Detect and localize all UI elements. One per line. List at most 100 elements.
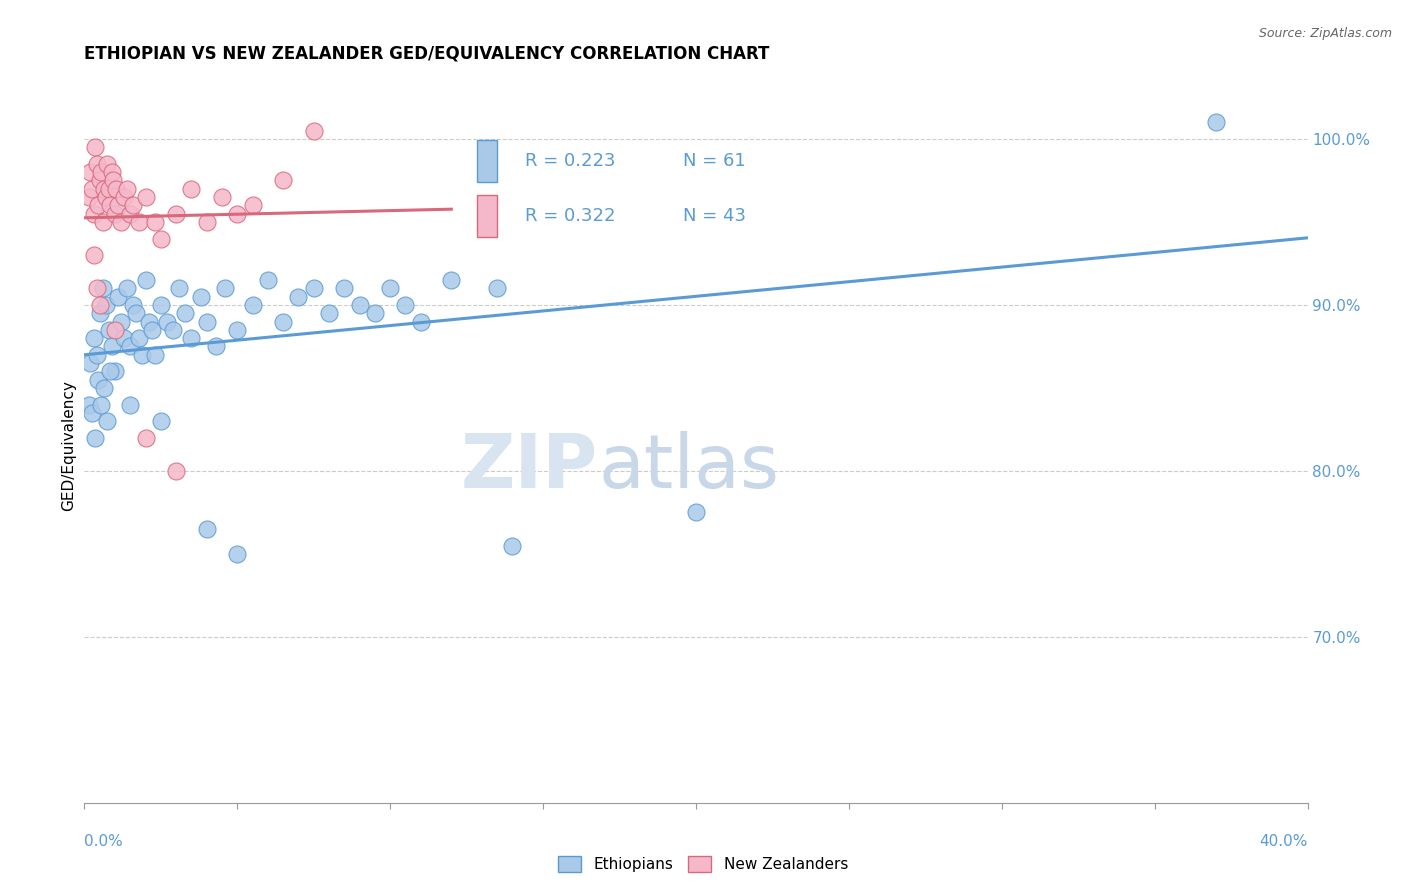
Text: 40.0%: 40.0% [1260, 834, 1308, 849]
Text: ZIP: ZIP [461, 431, 598, 504]
Point [96, 414, 118, 428]
Point [94, 190, 117, 204]
Point [86, 348, 108, 362]
Point [205, 339, 228, 353]
Point [91, 281, 114, 295]
Point [107, 290, 129, 304]
Point [97, 182, 120, 196]
Point [409, 314, 432, 328]
Point [98, 364, 121, 378]
Point [93, 381, 115, 395]
Point [112, 190, 135, 204]
Point [271, 314, 294, 328]
Point [141, 323, 163, 337]
Point [242, 298, 264, 312]
Point [128, 331, 150, 345]
Point [105, 182, 128, 196]
Point [79, 165, 101, 179]
Point [685, 505, 707, 519]
Point [349, 298, 371, 312]
Point [174, 306, 197, 320]
Point [91, 215, 114, 229]
Point [79, 356, 101, 370]
Point [138, 314, 160, 328]
Point [440, 273, 463, 287]
Point [190, 290, 212, 304]
Point [149, 231, 172, 245]
Point [90, 397, 112, 411]
Point [104, 323, 127, 337]
Point [180, 182, 202, 196]
Point [87, 373, 110, 387]
Point [120, 207, 142, 221]
Point [287, 290, 309, 304]
Point [77, 190, 100, 204]
Point [394, 298, 416, 312]
Text: Source: ZipAtlas.com: Source: ZipAtlas.com [1258, 27, 1392, 40]
Point [94, 298, 117, 312]
Point [242, 198, 264, 212]
Point [80, 182, 103, 196]
Point [83, 207, 105, 221]
Point [120, 339, 142, 353]
Point [143, 348, 166, 362]
Point [486, 281, 509, 295]
Point [84, 140, 107, 154]
Point [90, 165, 112, 179]
Point [226, 547, 249, 561]
Point [115, 182, 138, 196]
Point [167, 281, 190, 295]
Point [125, 306, 148, 320]
Point [502, 539, 524, 553]
Point [87, 198, 110, 212]
Point [98, 198, 121, 212]
Point [162, 323, 184, 337]
Point [165, 207, 187, 221]
Point [101, 339, 124, 353]
Point [122, 298, 145, 312]
Point [80, 406, 103, 420]
Point [101, 165, 124, 179]
Point [104, 207, 127, 221]
Point [333, 281, 356, 295]
Point [143, 215, 166, 229]
Point [156, 314, 179, 328]
Point [135, 431, 157, 445]
Point [83, 331, 105, 345]
Point [97, 323, 120, 337]
Point [214, 281, 236, 295]
Point [257, 273, 280, 287]
Point [110, 314, 132, 328]
Point [103, 173, 125, 187]
Point [122, 198, 145, 212]
Point [195, 522, 218, 536]
Point [211, 190, 233, 204]
Point [120, 397, 142, 411]
Point [86, 157, 108, 171]
Point [86, 281, 108, 295]
Point [226, 323, 249, 337]
Point [89, 298, 111, 312]
Point [89, 306, 111, 320]
Point [195, 314, 218, 328]
Point [135, 273, 157, 287]
Point [93, 182, 115, 196]
Y-axis label: GED/Equivalency: GED/Equivalency [60, 381, 76, 511]
Point [89, 173, 111, 187]
Point [149, 414, 172, 428]
Point [115, 281, 138, 295]
Text: atlas: atlas [598, 431, 779, 504]
Text: ETHIOPIAN VS NEW ZEALANDER GED/EQUIVALENCY CORRELATION CHART: ETHIOPIAN VS NEW ZEALANDER GED/EQUIVALEN… [84, 45, 769, 62]
Point [302, 281, 325, 295]
Point [149, 298, 172, 312]
Point [104, 364, 127, 378]
Legend: Ethiopians, New Zealanders: Ethiopians, New Zealanders [551, 848, 855, 880]
Point [364, 306, 387, 320]
Point [128, 215, 150, 229]
Point [83, 248, 105, 262]
Text: 0.0%: 0.0% [84, 834, 124, 849]
Point [135, 190, 157, 204]
Point [77, 397, 100, 411]
Point [1205, 115, 1227, 129]
Point [112, 331, 135, 345]
